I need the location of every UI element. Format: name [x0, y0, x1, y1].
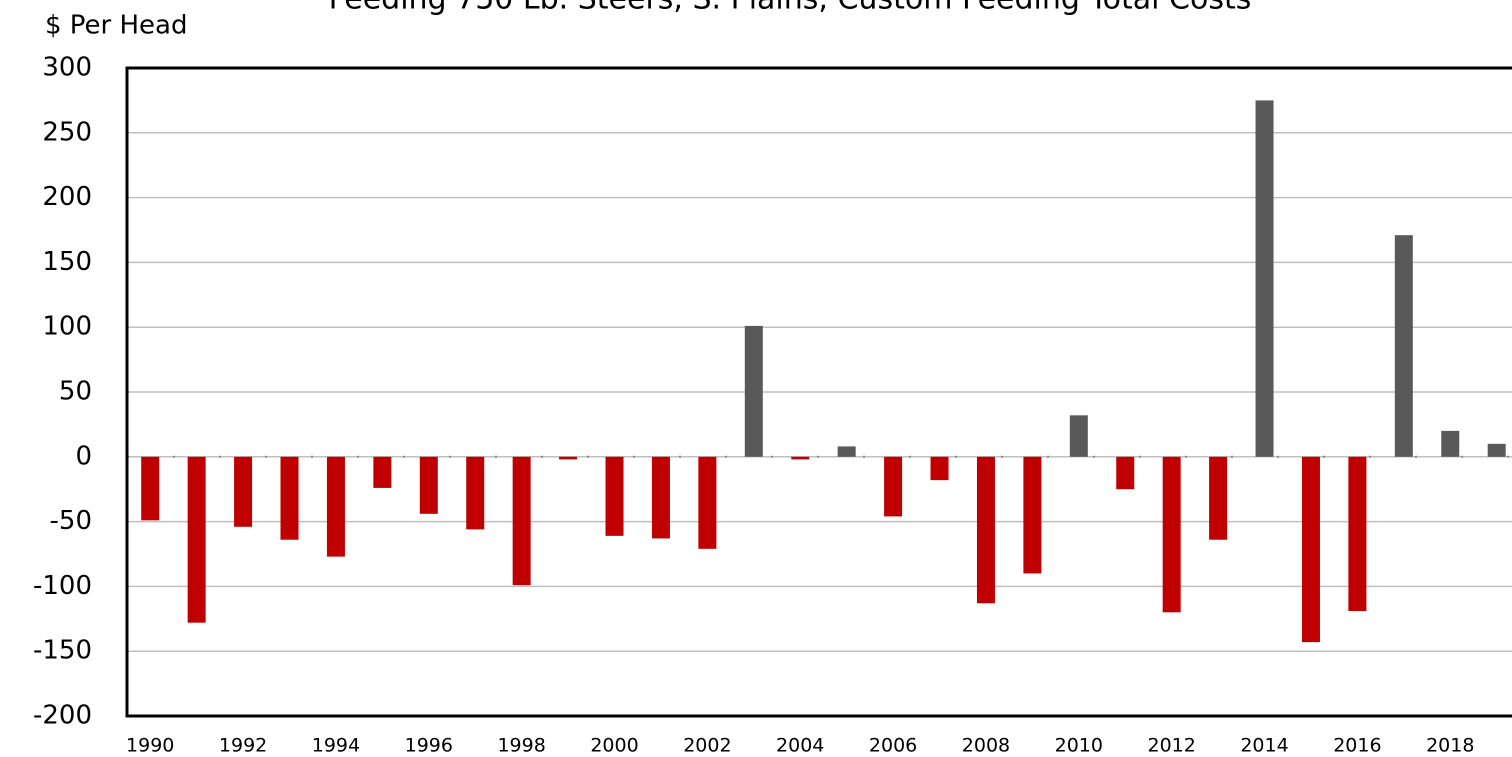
bar: [1162, 456, 1181, 613]
y-tick-label: 150: [42, 247, 92, 277]
y-tick-label: 50: [59, 377, 92, 407]
x-tick-label: 1994: [312, 735, 360, 757]
bar: [791, 456, 810, 460]
x-tick-label: 2012: [1147, 735, 1195, 757]
bar: [1209, 456, 1228, 540]
x-tick-label: 1996: [405, 735, 453, 757]
x-tick-label: 1992: [219, 735, 267, 757]
y-tick-label: 100: [42, 312, 92, 342]
y-tick-label: -50: [50, 506, 92, 536]
bar: [976, 456, 995, 604]
bar: [1348, 456, 1367, 612]
y-tick-label: -200: [33, 701, 92, 731]
x-tick-label: 1998: [497, 735, 545, 757]
y-tick-label: 0: [75, 441, 92, 471]
bar: [559, 456, 578, 460]
chart-title: Feeding 750 Lb. Steers, S. Plains, Custo…: [329, 0, 1252, 17]
bar: [930, 456, 949, 481]
bar: [744, 325, 763, 457]
bar: [141, 456, 160, 521]
bar: [280, 456, 299, 540]
y-tick-label: 200: [42, 182, 92, 212]
y-tick-label: -150: [33, 636, 92, 666]
bar: [419, 456, 438, 514]
bar: [1441, 430, 1460, 457]
bar: [1301, 456, 1320, 643]
bar: [837, 446, 856, 457]
bar: [605, 456, 624, 536]
bar: [1255, 100, 1274, 457]
bar: [1116, 456, 1135, 490]
bar: [326, 456, 345, 557]
x-tick-label: 2002: [683, 735, 731, 757]
bar: [698, 456, 717, 549]
bar: [651, 456, 670, 539]
bar: [1069, 415, 1088, 457]
x-tick-label: 2014: [1240, 735, 1288, 757]
bar: [512, 456, 531, 586]
bar: [884, 456, 903, 517]
y-axis-label: $ Per Head: [45, 11, 188, 41]
bar: [1394, 235, 1413, 457]
bar: [187, 456, 206, 623]
y-tick-label: -100: [33, 571, 92, 601]
x-tick-label: 2018: [1426, 735, 1474, 757]
plot-frame: [125, 66, 1512, 718]
x-tick-label: 2008: [962, 735, 1010, 757]
bar: [1487, 443, 1506, 457]
x-tick-label: 2016: [1333, 735, 1381, 757]
x-tick-label: 2006: [869, 735, 917, 757]
bar: [1023, 456, 1042, 574]
bar: [466, 456, 485, 530]
x-tick-label: 2004: [776, 735, 824, 757]
x-tick-label: 2010: [1055, 735, 1103, 757]
y-tick-label: 250: [42, 117, 92, 147]
y-tick-label: 300: [42, 53, 92, 83]
x-tick-label: 2000: [590, 735, 638, 757]
bar: [373, 456, 392, 488]
x-tick-label: 1990: [126, 735, 174, 757]
bar: [234, 456, 253, 527]
